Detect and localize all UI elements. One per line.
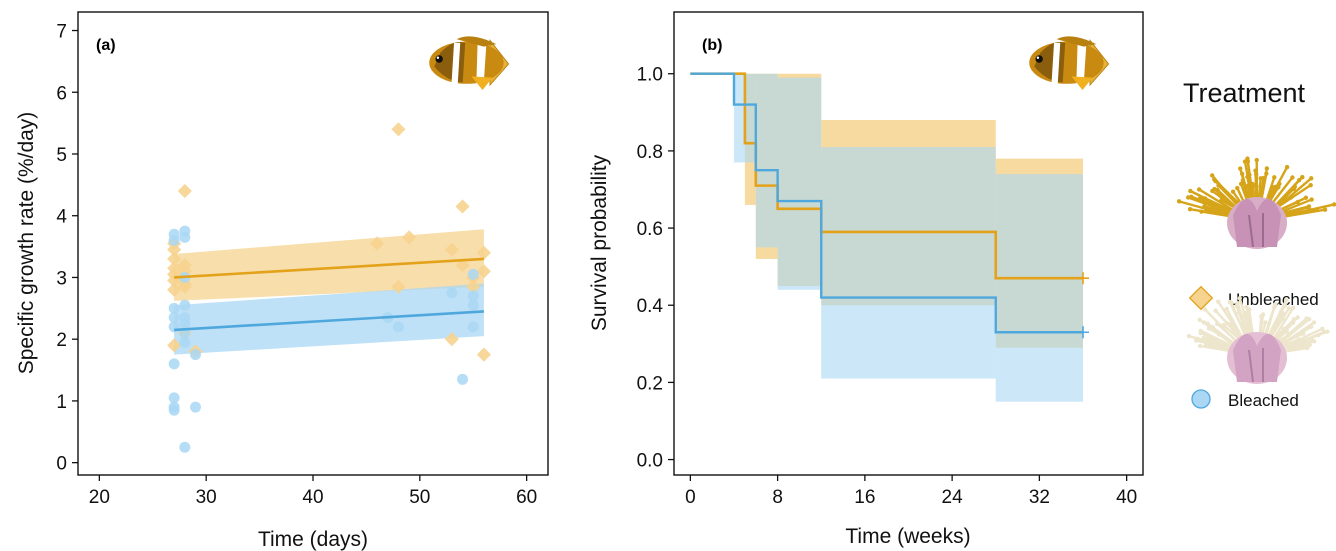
bleached-data-point bbox=[392, 321, 404, 333]
x-tick-label: 32 bbox=[1029, 487, 1050, 508]
unbleached-data-point bbox=[476, 245, 491, 260]
bleached-fit-line bbox=[174, 310, 484, 332]
bleached-ci-band bbox=[821, 147, 996, 379]
survival-panel: 0 8 16 24 32 40 0.0 0.2 0.4 0.6 0.8 1.0 (b) Time (w… bbox=[588, 11, 1144, 548]
x-tick-label: 40 bbox=[1116, 487, 1137, 508]
bleached-data-point bbox=[190, 349, 201, 361]
growth-rate-panel-label: (a) bbox=[96, 37, 116, 54]
survival-plot-frame bbox=[673, 11, 1144, 476]
x-tick-label: 16 bbox=[854, 487, 875, 508]
fish-icon bbox=[428, 35, 510, 91]
bleached-confidence-band bbox=[174, 283, 484, 355]
survival-x-axis-title: Time (weeks) bbox=[845, 525, 970, 548]
bleached-data-point bbox=[168, 234, 180, 246]
unbleached-data-point bbox=[167, 251, 182, 267]
unbleached-data-point bbox=[167, 338, 182, 353]
bleached-coral-icon bbox=[1186, 296, 1330, 384]
y-tick-label: 3 bbox=[56, 268, 67, 289]
bleached-data-point bbox=[168, 392, 180, 404]
fish-icon bbox=[1028, 35, 1110, 91]
unbleached-data-point bbox=[391, 279, 406, 294]
y-tick-label: 7 bbox=[56, 22, 67, 43]
survival-y-axis-title: Survival probability bbox=[588, 154, 611, 331]
y-tick-label: 4 bbox=[56, 207, 67, 228]
unbleached-confidence-band bbox=[174, 229, 484, 301]
unbleached-data-point bbox=[177, 279, 192, 294]
y-tick-label: 5 bbox=[56, 145, 67, 166]
unbleached-data-point bbox=[370, 236, 385, 251]
treatment-legend: Treatment Unbleached Bleached bbox=[1176, 78, 1336, 410]
bleached-data-point bbox=[467, 321, 479, 333]
unbleached-data-point bbox=[391, 122, 406, 137]
survival-panel-label: (b) bbox=[702, 37, 722, 54]
y-tick-label: 0.8 bbox=[637, 142, 663, 163]
legend-title: Treatment bbox=[1183, 78, 1306, 108]
bleached-legend-key bbox=[1191, 389, 1211, 409]
unbleached-data-point bbox=[466, 279, 481, 294]
y-tick-label: 2 bbox=[56, 330, 67, 351]
bleached-data-point bbox=[168, 312, 180, 324]
y-tick-label: 0.2 bbox=[637, 373, 663, 394]
unbleached-data-point bbox=[444, 332, 459, 347]
unbleached-legend-key bbox=[1188, 285, 1214, 311]
x-tick-label: 40 bbox=[302, 487, 323, 508]
y-tick-label: 1 bbox=[56, 392, 67, 413]
y-tick-label: 6 bbox=[56, 83, 67, 104]
growth-rate-y-axis-title: Specific growth rate (%/day) bbox=[15, 112, 38, 375]
y-tick-label: 0.4 bbox=[637, 296, 664, 317]
bleached-data-point bbox=[179, 336, 191, 348]
growth-rate-plot-frame bbox=[77, 11, 549, 476]
bleached-data-point bbox=[446, 287, 458, 299]
bleached-censor-mark bbox=[1077, 326, 1090, 339]
growth-rate-x-axis-title: Time (days) bbox=[258, 528, 368, 551]
bleached-legend-label: Bleached bbox=[1228, 391, 1299, 410]
x-tick-label: 0 bbox=[685, 487, 696, 508]
unbleached-data-point bbox=[455, 199, 470, 214]
bleached-data-point bbox=[179, 318, 191, 330]
bleached-ci-band bbox=[755, 73, 778, 248]
x-tick-label: 30 bbox=[196, 487, 217, 508]
unbleached-data-point bbox=[177, 183, 192, 199]
x-tick-label: 24 bbox=[942, 487, 964, 508]
unbleached-censor-mark bbox=[1077, 272, 1090, 285]
bleached-data-point bbox=[190, 401, 201, 413]
bleached-data-point bbox=[168, 404, 180, 416]
bleached-data-point bbox=[168, 302, 180, 314]
y-tick-label: 0.0 bbox=[637, 451, 663, 472]
bleached-ci-band bbox=[777, 77, 822, 290]
unbleached-legend-label: Unbleached bbox=[1228, 290, 1319, 309]
bleached-data-point bbox=[179, 231, 191, 243]
bleached-data-point bbox=[467, 290, 479, 302]
x-tick-label: 20 bbox=[89, 487, 110, 508]
unbleached-fit-line bbox=[174, 257, 484, 279]
unbleached-data-point bbox=[402, 230, 417, 245]
unbleached-data-point bbox=[476, 264, 491, 279]
unbleached-coral-icon bbox=[1176, 156, 1336, 249]
x-tick-label: 60 bbox=[516, 487, 537, 508]
unbleached-data-point bbox=[167, 282, 182, 297]
unbleached-data-point bbox=[444, 242, 459, 257]
bleached-survival-curve bbox=[690, 72, 1084, 334]
x-tick-label: 8 bbox=[772, 487, 783, 508]
bleached-data-point bbox=[457, 373, 469, 385]
bleached-data-point bbox=[467, 268, 479, 280]
y-tick-label: 0 bbox=[56, 454, 67, 475]
x-tick-label: 50 bbox=[409, 487, 430, 508]
bleached-data-point bbox=[467, 299, 479, 311]
unbleached-data-point bbox=[476, 347, 491, 362]
bleached-data-point bbox=[179, 299, 191, 311]
bleached-ci-band bbox=[995, 174, 1084, 402]
bleached-data-point bbox=[179, 441, 191, 453]
y-tick-label: 0.6 bbox=[637, 219, 663, 240]
bleached-data-point bbox=[168, 358, 180, 370]
growth-rate-panel: 20 30 40 50 60 0 1 2 3 4 5 6 7 (a) Time (days) Speci… bbox=[15, 11, 549, 551]
y-tick-label: 1.0 bbox=[637, 65, 663, 86]
